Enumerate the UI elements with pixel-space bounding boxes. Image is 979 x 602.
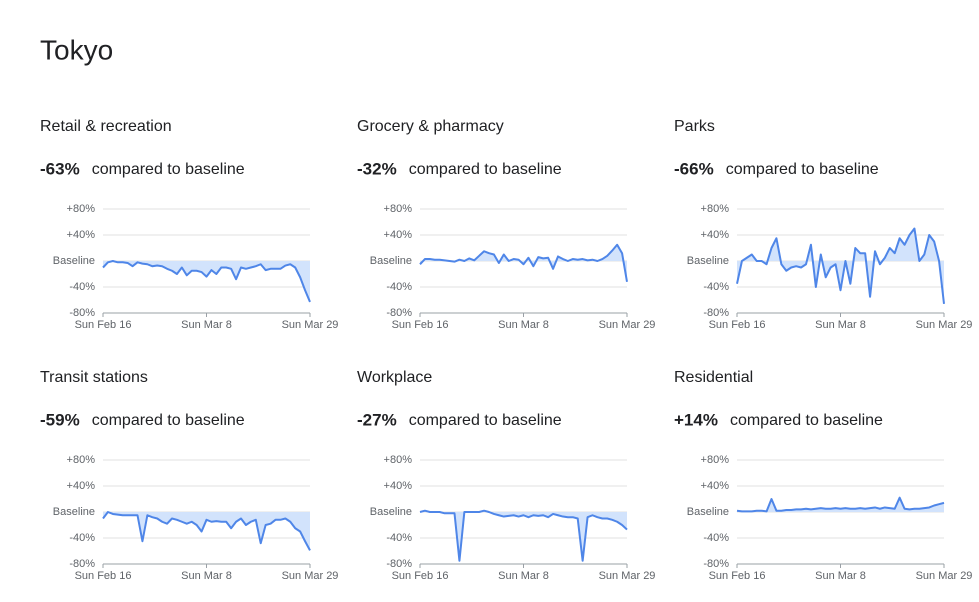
x-tick-label: Sun Mar 8 [181,319,232,331]
x-tick-label: Sun Feb 16 [392,570,449,582]
x-tick-label: Sun Mar 29 [599,570,656,582]
y-tick-label: -40% [69,532,95,544]
x-tick-label: Sun Feb 16 [75,570,132,582]
y-tick-label: -40% [703,281,729,293]
x-tick-label: Sun Mar 8 [815,319,866,331]
summary-value: -59% [40,410,80,429]
y-tick-label: -40% [703,532,729,544]
chart-title: Retail & recreation [40,118,172,135]
y-tick-label: +80% [701,203,730,215]
y-tick-label: +40% [67,480,96,492]
line [419,509,628,562]
area [737,228,944,304]
y-tick-label: -80% [386,307,412,319]
x-tick-label: Sun Mar 29 [282,570,339,582]
y-tick-label: Baseline [370,255,412,267]
x-tick-label: Sun Mar 29 [916,570,973,582]
y-tick-label: +80% [384,203,413,215]
y-tick-label: +80% [701,454,730,466]
y-tick-label: +40% [701,480,730,492]
y-tick-label: +80% [67,454,96,466]
x-tick-label: Sun Feb 16 [75,319,132,331]
line [736,227,945,305]
summary-note: compared to baseline [730,412,883,429]
y-tick-label: -80% [69,307,95,319]
summary-value: -27% [357,410,397,429]
summary-value: -63% [40,159,80,178]
y-tick-label: +80% [67,203,96,215]
line [102,260,311,303]
y-tick-label: -80% [69,558,95,570]
line [102,511,311,551]
summary-note: compared to baseline [92,161,245,178]
y-tick-label: +40% [701,229,730,241]
x-tick-label: Sun Mar 29 [282,319,339,331]
summary-note: compared to baseline [409,412,562,429]
y-tick-label: -80% [703,307,729,319]
chart-title: Residential [674,369,753,386]
area [103,512,310,551]
area [420,510,627,561]
y-tick-label: Baseline [53,506,95,518]
chart-title: Workplace [357,369,432,386]
line [736,496,945,513]
x-tick-label: Sun Mar 8 [181,570,232,582]
y-tick-label: -40% [386,281,412,293]
y-tick-label: -80% [703,558,729,570]
x-tick-label: Sun Feb 16 [709,570,766,582]
y-tick-label: Baseline [53,255,95,267]
y-tick-label: -40% [386,532,412,544]
y-tick-label: +40% [384,229,413,241]
summary-note: compared to baseline [92,412,245,429]
summary-value: -66% [674,159,714,178]
x-tick-label: Sun Mar 8 [815,570,866,582]
page-title: Tokyo [40,34,113,65]
y-tick-label: -40% [69,281,95,293]
y-tick-label: Baseline [370,506,412,518]
area [103,261,310,302]
y-tick-label: Baseline [687,506,729,518]
summary-value: +14% [674,410,718,429]
summary-note: compared to baseline [409,161,562,178]
y-tick-label: +80% [384,454,413,466]
x-tick-label: Sun Mar 8 [498,319,549,331]
chart-title: Parks [674,118,715,135]
x-tick-label: Sun Mar 8 [498,570,549,582]
summary-value: -32% [357,159,397,178]
x-tick-label: Sun Mar 29 [599,319,656,331]
y-tick-label: +40% [384,480,413,492]
chart-title: Grocery & pharmacy [357,118,504,135]
chart-title: Transit stations [40,369,148,386]
x-tick-label: Sun Feb 16 [392,319,449,331]
y-tick-label: Baseline [687,255,729,267]
line [419,243,628,282]
summary-note: compared to baseline [726,161,879,178]
x-tick-label: Sun Feb 16 [709,319,766,331]
y-tick-label: -80% [386,558,412,570]
x-tick-label: Sun Mar 29 [916,319,973,331]
y-tick-label: +40% [67,229,96,241]
